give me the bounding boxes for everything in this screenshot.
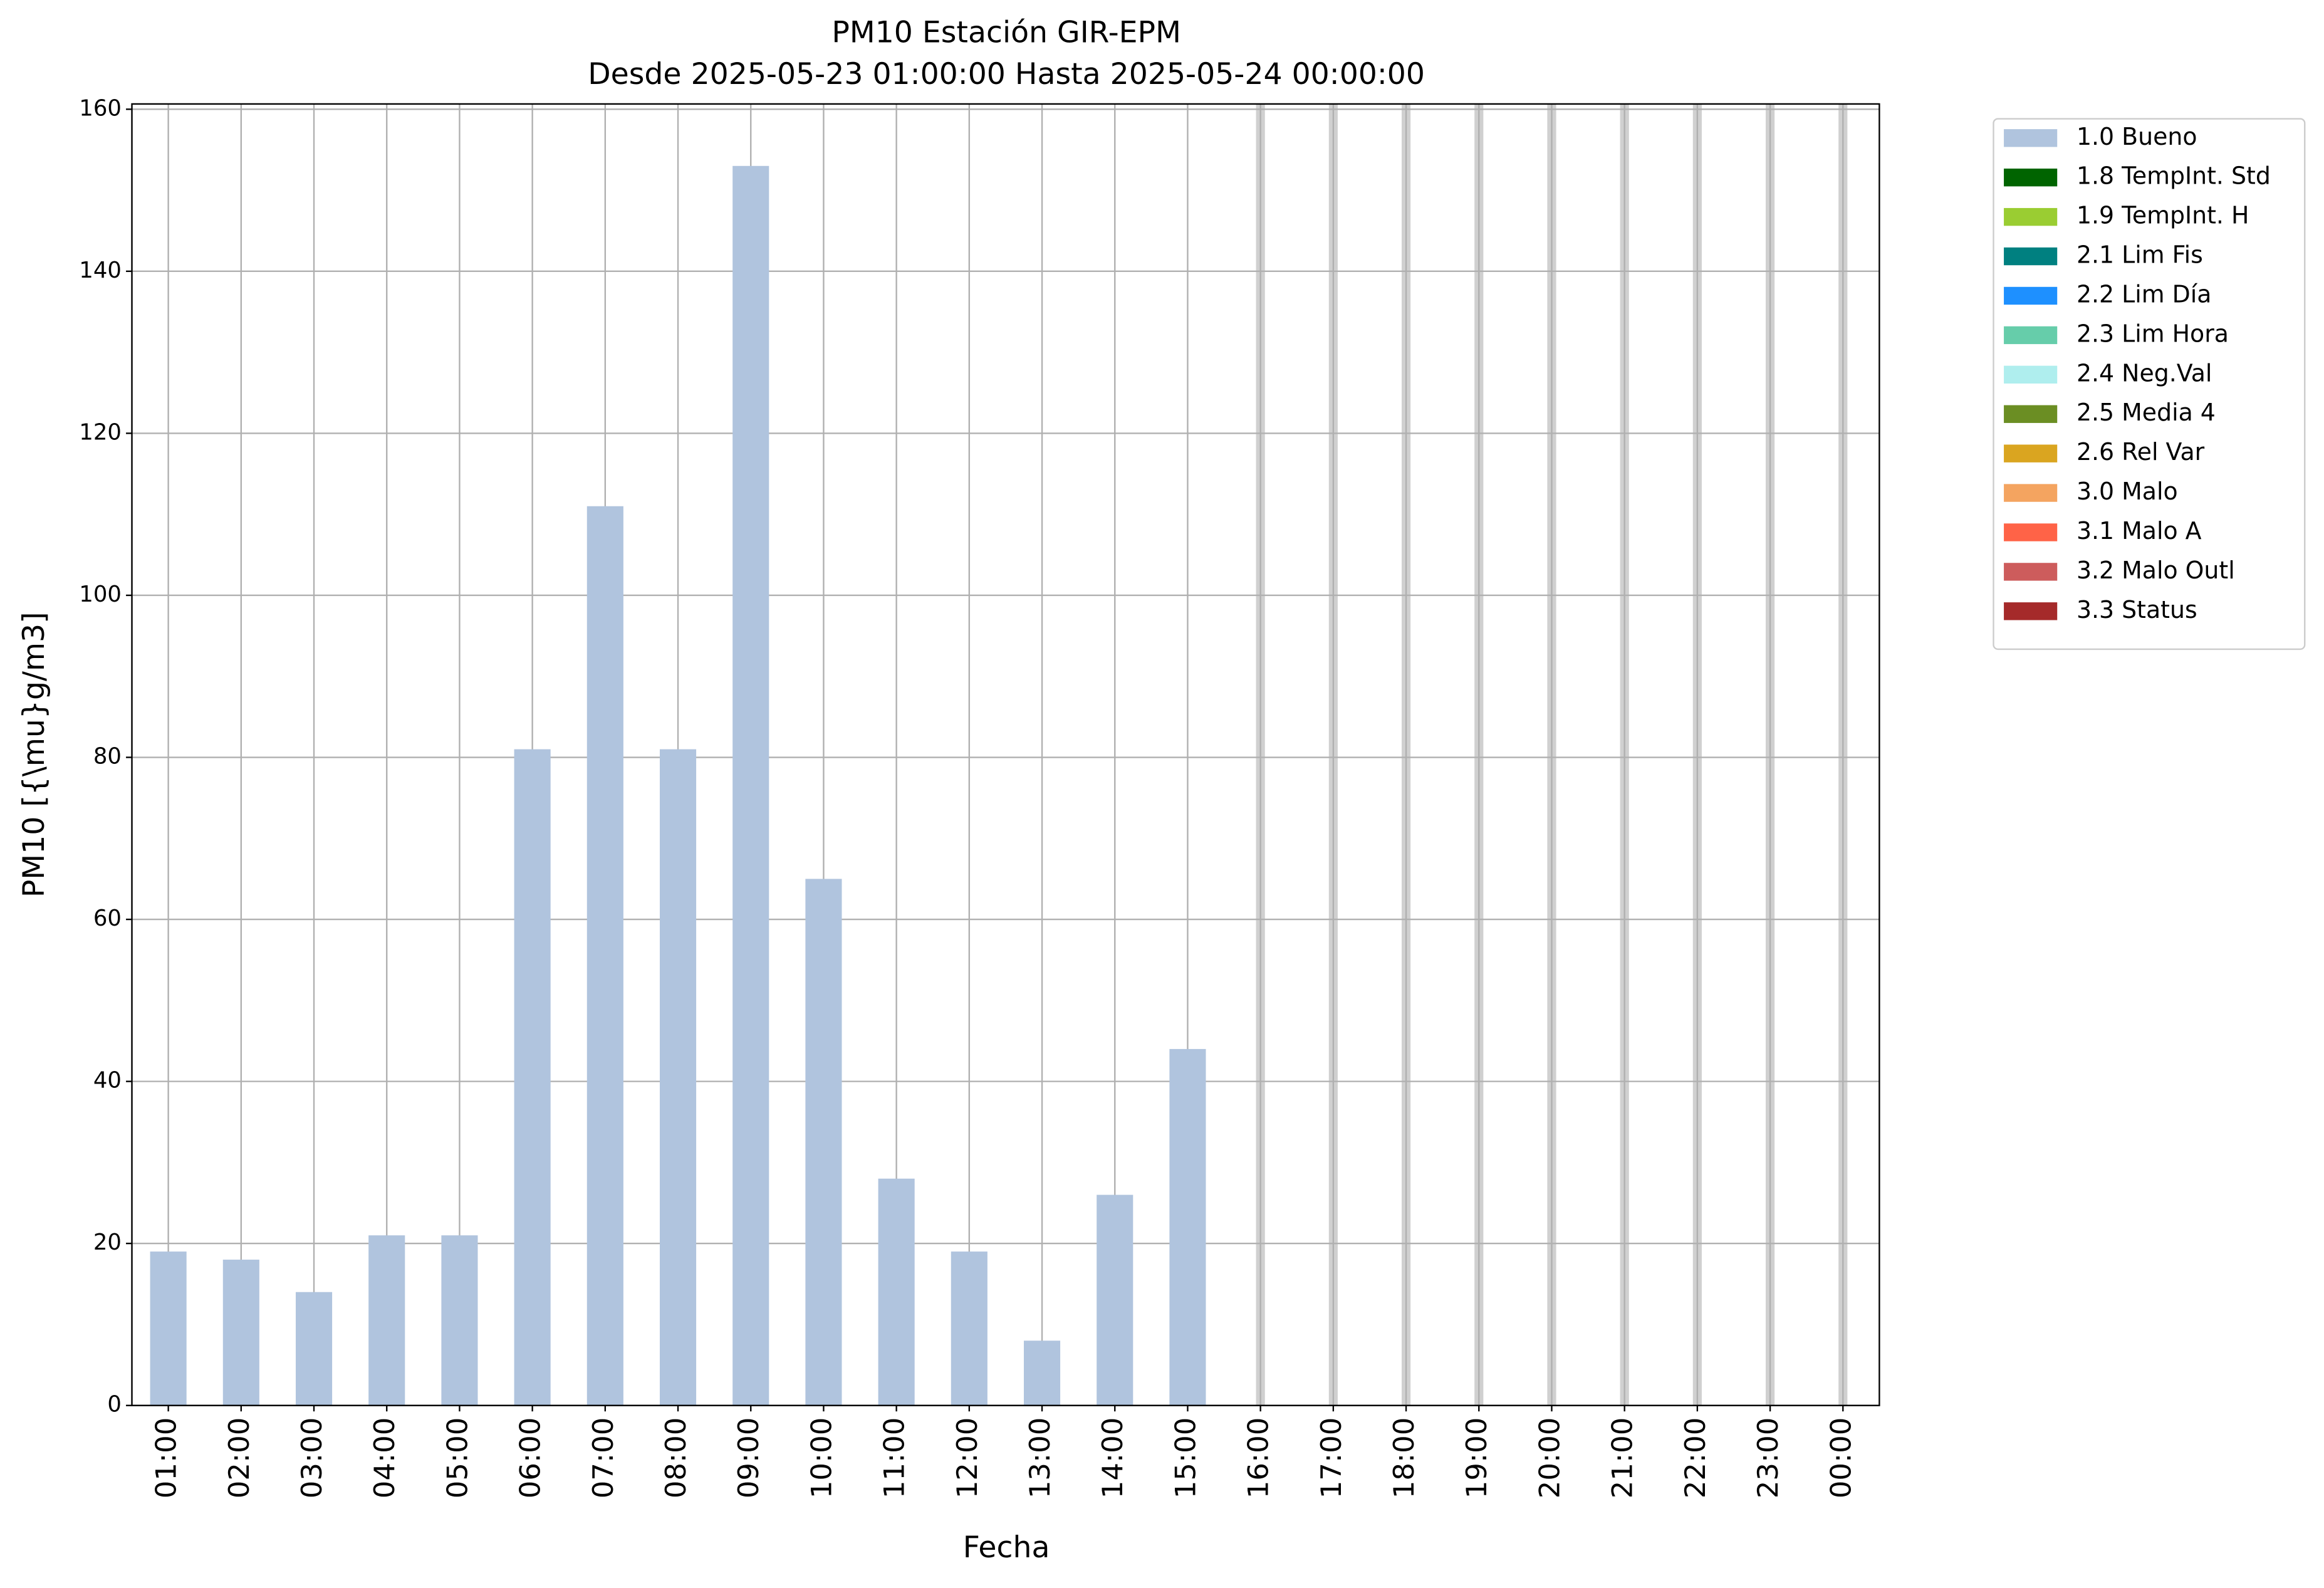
x-tick-label: 14:00 [1096,1418,1129,1499]
legend-swatch [2004,129,2058,147]
y-tick-label: 120 [79,419,122,445]
legend-swatch [2004,563,2058,581]
x-tick-label: 01:00 [150,1418,183,1499]
x-tick-label: 12:00 [951,1418,984,1499]
x-tick-label: 22:00 [1679,1418,1712,1499]
x-tick-label: 04:00 [368,1418,401,1499]
legend-swatch [2004,286,2058,305]
legend-swatch [2004,484,2058,502]
x-tick-label: 07:00 [586,1418,620,1499]
plot-frame [131,103,1880,1406]
x-tick-label: 17:00 [1315,1418,1348,1499]
legend-label: 2.5 Media 4 [2076,399,2216,426]
y-tick-label: 100 [79,582,122,607]
legend-label: 2.4 Neg.Val [2076,359,2212,387]
legend-label: 3.1 Malo A [2076,517,2202,545]
bar [732,165,769,1406]
x-tick-label: 03:00 [295,1418,328,1499]
bar [1097,1194,1133,1406]
bar [441,1235,478,1406]
bar [805,879,842,1406]
bar [951,1251,987,1406]
bar [659,749,697,1406]
bar [514,749,551,1406]
legend-label: 3.2 Malo Outl [2076,556,2235,584]
chart-subtitle: Desde 2025-05-23 01:00:00 Hasta 2025-05-… [588,57,1425,91]
legend-swatch [2004,207,2058,226]
legend-box [1993,118,2306,650]
legend-swatch [2004,169,2058,187]
x-tick-label: 13:00 [1023,1418,1056,1499]
bar [586,506,623,1406]
y-tick-label: 140 [79,258,122,283]
legend-swatch [2004,247,2058,266]
x-axis-label: Fecha [963,1530,1050,1565]
legend-swatch [2004,444,2058,462]
x-tick-label: 00:00 [1824,1418,1857,1499]
x-tick-label: 09:00 [732,1418,765,1499]
legend-label: 1.8 TempInt. Std [2076,162,2271,190]
bar [368,1235,405,1406]
bar [150,1251,187,1406]
bar [1023,1340,1061,1406]
legend-swatch [2004,326,2058,345]
legend-swatch [2004,523,2058,541]
y-tick-label: 160 [79,95,122,121]
bar [295,1292,333,1406]
x-tick-label: 08:00 [659,1418,692,1499]
legend-label: 1.9 TempInt. H [2076,202,2249,229]
legend-label: 2.2 Lim Día [2076,280,2211,308]
bar [222,1260,259,1406]
x-tick-label: 05:00 [440,1418,474,1499]
x-tick-label: 15:00 [1169,1418,1202,1499]
x-tick-label: 16:00 [1242,1418,1275,1499]
legend-label: 2.3 Lim Hora [2076,320,2229,347]
x-tick-label: 19:00 [1460,1418,1493,1499]
legend-label: 2.6 Rel Var [2076,438,2205,466]
x-tick-label: 18:00 [1387,1418,1420,1499]
legend-swatch [2004,365,2058,384]
y-tick-label: 0 [107,1392,122,1418]
x-tick-label: 21:00 [1606,1418,1639,1499]
legend-label: 1.0 Bueno [2076,123,2197,150]
chart-title: PM10 Estación GIR-EPM [831,16,1181,50]
legend-swatch [2004,405,2058,423]
legend-label: 2.1 Lim Fis [2076,241,2203,269]
x-tick-label: 11:00 [878,1418,911,1499]
y-tick-label: 80 [93,744,122,770]
x-tick-label: 23:00 [1751,1418,1785,1499]
y-tick-label: 60 [93,906,122,931]
bar [1169,1048,1206,1406]
y-tick-label: 20 [93,1230,122,1255]
legend-label: 3.0 Malo [2076,478,2178,505]
x-tick-label: 06:00 [514,1418,547,1499]
x-tick-label: 02:00 [222,1418,256,1499]
legend-swatch [2004,602,2058,620]
y-tick-label: 40 [93,1068,122,1094]
bar [878,1178,915,1406]
x-tick-label: 20:00 [1533,1418,1566,1499]
y-axis-label: PM10 [{\mu}g/m3] [17,612,51,897]
legend-label: 3.3 Status [2076,596,2197,624]
x-tick-label: 10:00 [805,1418,838,1499]
